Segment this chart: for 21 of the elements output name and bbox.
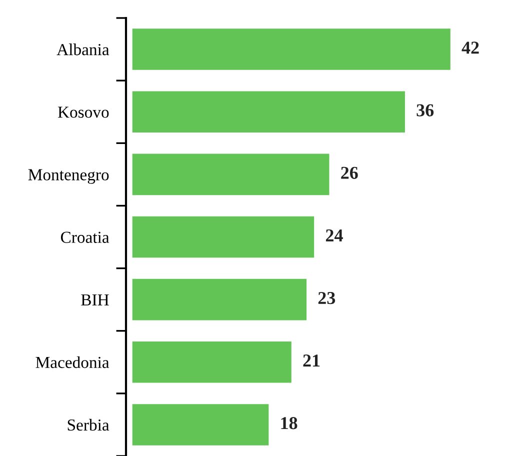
bar — [132, 154, 330, 196]
data-label: 26 — [341, 166, 358, 179]
data-label: 42 — [462, 42, 479, 54]
y-tick-label: Kosovo — [58, 106, 109, 118]
y-tick-label: Macedonia — [36, 356, 110, 368]
y-tick-label: Montenegro — [28, 169, 109, 184]
data-label: 21 — [303, 354, 320, 366]
y-tick-label: Serbia — [68, 418, 110, 431]
bar — [132, 91, 405, 133]
data-label: 23 — [318, 292, 336, 304]
data-label: 18 — [281, 417, 298, 430]
y-tick-label: Croatia — [60, 232, 110, 243]
bar — [132, 341, 292, 383]
data-label: 36 — [416, 104, 434, 116]
bar — [132, 278, 307, 320]
y-tick-label: BIH — [81, 294, 109, 306]
bar — [132, 28, 450, 70]
bar — [132, 216, 314, 258]
y-tick-label: Albania — [56, 44, 110, 56]
bar — [132, 404, 269, 446]
data-label: 24 — [326, 229, 343, 242]
